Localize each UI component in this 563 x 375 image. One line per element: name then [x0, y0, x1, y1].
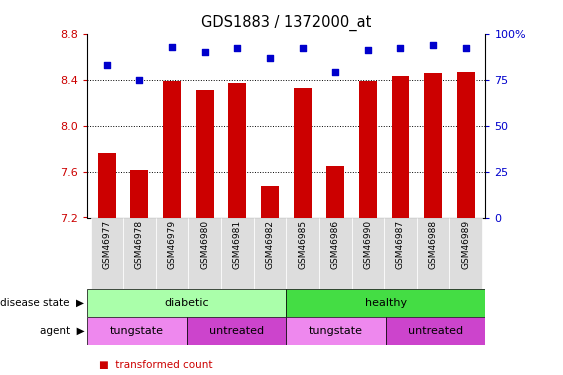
- Bar: [286, 289, 485, 317]
- Bar: [98, 153, 116, 218]
- Text: GSM46989: GSM46989: [461, 220, 470, 269]
- Bar: [156, 217, 189, 289]
- Text: GSM46980: GSM46980: [200, 220, 209, 269]
- Point: [298, 45, 307, 51]
- Bar: [131, 170, 149, 217]
- Bar: [254, 217, 286, 289]
- Point: [428, 42, 437, 48]
- Text: untreated: untreated: [209, 326, 264, 336]
- Bar: [424, 73, 442, 217]
- Bar: [123, 217, 156, 289]
- Text: GSM46978: GSM46978: [135, 220, 144, 269]
- Bar: [87, 289, 286, 317]
- Point: [363, 47, 372, 53]
- Bar: [163, 81, 181, 218]
- Point: [233, 45, 242, 51]
- Bar: [326, 166, 344, 218]
- Text: tungstate: tungstate: [110, 326, 164, 336]
- Text: GSM46986: GSM46986: [330, 220, 339, 269]
- Bar: [87, 317, 187, 345]
- Point: [461, 45, 470, 51]
- Bar: [449, 217, 482, 289]
- Text: untreated: untreated: [408, 326, 463, 336]
- Point: [330, 69, 339, 75]
- Text: GSM46982: GSM46982: [266, 220, 275, 268]
- Text: diabetic: diabetic: [164, 298, 209, 308]
- Bar: [351, 217, 384, 289]
- Text: healthy: healthy: [365, 298, 407, 308]
- Text: GSM46979: GSM46979: [168, 220, 177, 269]
- Bar: [417, 217, 449, 289]
- Bar: [189, 217, 221, 289]
- Bar: [359, 81, 377, 218]
- Point: [135, 77, 144, 83]
- Bar: [391, 76, 409, 217]
- Bar: [294, 88, 311, 218]
- Text: GSM46977: GSM46977: [102, 220, 111, 269]
- Point: [396, 45, 405, 51]
- Text: GSM46988: GSM46988: [428, 220, 437, 269]
- Bar: [261, 186, 279, 218]
- Bar: [221, 217, 254, 289]
- Bar: [187, 317, 286, 345]
- Bar: [287, 217, 319, 289]
- Text: GSM46987: GSM46987: [396, 220, 405, 269]
- Bar: [384, 217, 417, 289]
- Point: [102, 62, 111, 68]
- Title: GDS1883 / 1372000_at: GDS1883 / 1372000_at: [201, 15, 372, 31]
- Text: GSM46981: GSM46981: [233, 220, 242, 269]
- Point: [200, 49, 209, 55]
- Text: disease state  ▶: disease state ▶: [1, 298, 84, 308]
- Text: GSM46990: GSM46990: [363, 220, 372, 269]
- Text: agent  ▶: agent ▶: [40, 326, 84, 336]
- Bar: [91, 217, 123, 289]
- Text: tungstate: tungstate: [309, 326, 363, 336]
- Point: [168, 44, 177, 50]
- Text: ■  transformed count: ■ transformed count: [99, 360, 212, 370]
- Bar: [196, 90, 214, 218]
- Point: [266, 55, 275, 61]
- Bar: [386, 317, 485, 345]
- Bar: [229, 83, 247, 218]
- Bar: [319, 217, 351, 289]
- Bar: [457, 72, 475, 217]
- Text: GSM46985: GSM46985: [298, 220, 307, 269]
- Bar: [286, 317, 386, 345]
